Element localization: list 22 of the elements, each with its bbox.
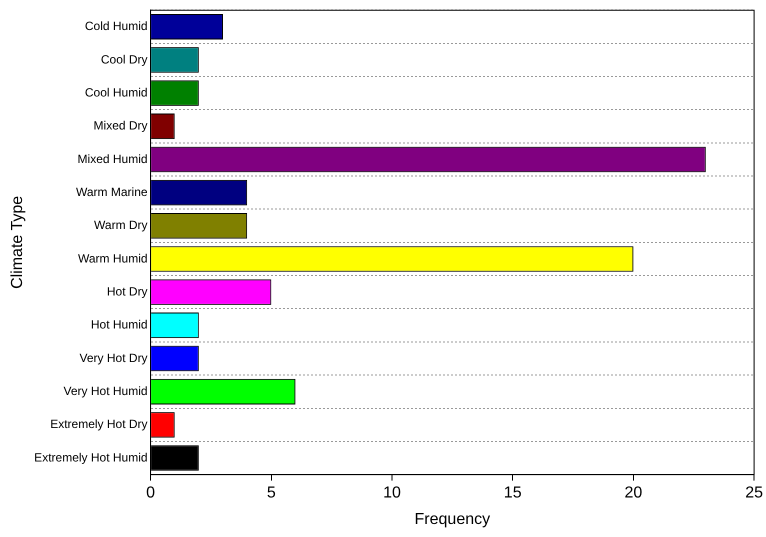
y-tick-label: Extremely Hot Humid [34,450,148,464]
y-tick-label: Warm Marine [76,184,148,199]
x-tick-label: 20 [624,484,642,502]
y-tick-label: Very Hot Humid [64,384,148,398]
y-tick-label: Cool Dry [100,52,148,66]
y-tick-label: Cool Humid [84,85,148,100]
y-tick-label: Hot Dry [106,284,148,298]
x-tick-label: 5 [266,484,276,502]
x-tick-label: 15 [504,484,522,502]
y-tick-label: Very Hot Dry [80,350,148,365]
y-tick-label: Warm Dry [94,218,148,232]
y-tick-label: Cold Humid [84,19,148,34]
y-axis-title: Climate Type [9,196,26,289]
y-tick-label: Mixed Humid [78,152,148,166]
y-tick-label: Extremely Hot Dry [50,417,148,432]
x-axis-title: Frequency [414,510,490,528]
y-tick-label: Warm Humid [78,251,148,266]
y-tick-label: Hot Humid [90,318,148,332]
x-tick-label: 25 [745,484,764,502]
x-tick-label: 0 [146,484,156,502]
x-tick-label: 10 [383,484,401,502]
y-tick-label: Mixed Dry [94,118,148,133]
